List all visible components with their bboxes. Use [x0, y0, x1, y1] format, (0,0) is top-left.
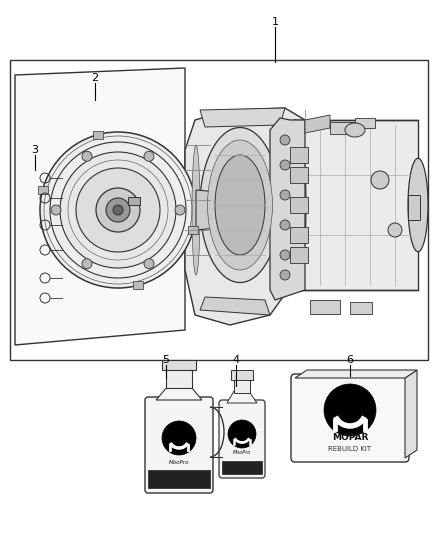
Circle shape [228, 420, 256, 448]
Bar [148, 470, 210, 488]
Ellipse shape [371, 171, 389, 189]
Text: REBUILD KIT: REBUILD KIT [328, 446, 371, 452]
Bar [408, 195, 420, 220]
Ellipse shape [284, 120, 306, 290]
Ellipse shape [388, 223, 402, 237]
Bar [222, 461, 262, 474]
Bar [162, 360, 196, 370]
Bar [127, 197, 140, 205]
Bar [234, 378, 250, 393]
Bar [93, 131, 103, 139]
Bar [330, 122, 355, 134]
Circle shape [144, 151, 154, 161]
Bar [10, 60, 428, 360]
Circle shape [60, 152, 176, 268]
Circle shape [280, 160, 290, 170]
Text: MOPAR: MOPAR [332, 433, 368, 442]
Ellipse shape [189, 132, 203, 288]
Circle shape [280, 270, 290, 280]
Ellipse shape [408, 158, 428, 252]
Circle shape [96, 188, 140, 232]
Bar [231, 370, 253, 380]
Circle shape [175, 205, 185, 215]
Bar [290, 167, 308, 183]
Polygon shape [405, 370, 417, 458]
Text: 1: 1 [272, 17, 279, 27]
Text: 6: 6 [346, 355, 353, 365]
Ellipse shape [215, 155, 265, 255]
Circle shape [82, 259, 92, 269]
Ellipse shape [345, 123, 365, 137]
Circle shape [280, 250, 290, 260]
Circle shape [40, 132, 196, 288]
Circle shape [280, 190, 290, 200]
Circle shape [162, 421, 196, 455]
Circle shape [51, 205, 61, 215]
Polygon shape [227, 391, 257, 403]
Polygon shape [200, 108, 285, 127]
Circle shape [280, 220, 290, 230]
Text: 3: 3 [32, 145, 39, 155]
FancyBboxPatch shape [145, 397, 213, 493]
Polygon shape [185, 108, 310, 325]
Bar [290, 247, 308, 263]
Bar [133, 281, 143, 289]
Text: 2: 2 [92, 73, 99, 83]
Bar [188, 226, 198, 234]
Bar [290, 197, 308, 213]
Bar [38, 186, 48, 194]
Polygon shape [200, 297, 270, 315]
FancyBboxPatch shape [219, 400, 265, 478]
Text: MooPro: MooPro [169, 459, 189, 464]
Circle shape [280, 135, 290, 145]
Circle shape [324, 384, 376, 436]
Text: 5: 5 [162, 355, 170, 365]
Circle shape [106, 198, 130, 222]
Bar [295, 120, 418, 290]
Bar [355, 118, 375, 128]
Ellipse shape [208, 140, 272, 270]
Polygon shape [15, 68, 185, 345]
Polygon shape [270, 118, 305, 300]
Polygon shape [305, 115, 330, 133]
Polygon shape [295, 370, 417, 378]
Bar [290, 147, 308, 163]
Bar [290, 227, 308, 243]
Circle shape [144, 259, 154, 269]
Text: MooPro: MooPro [233, 450, 251, 456]
Circle shape [76, 168, 160, 252]
Circle shape [82, 151, 92, 161]
FancyBboxPatch shape [291, 374, 409, 462]
Text: 4: 4 [233, 355, 240, 365]
Bar [310, 300, 340, 314]
Bar [166, 368, 192, 388]
Polygon shape [156, 386, 202, 400]
Ellipse shape [192, 145, 200, 275]
Bar [350, 302, 372, 314]
Polygon shape [196, 190, 218, 230]
Circle shape [113, 205, 123, 215]
Ellipse shape [200, 127, 280, 282]
